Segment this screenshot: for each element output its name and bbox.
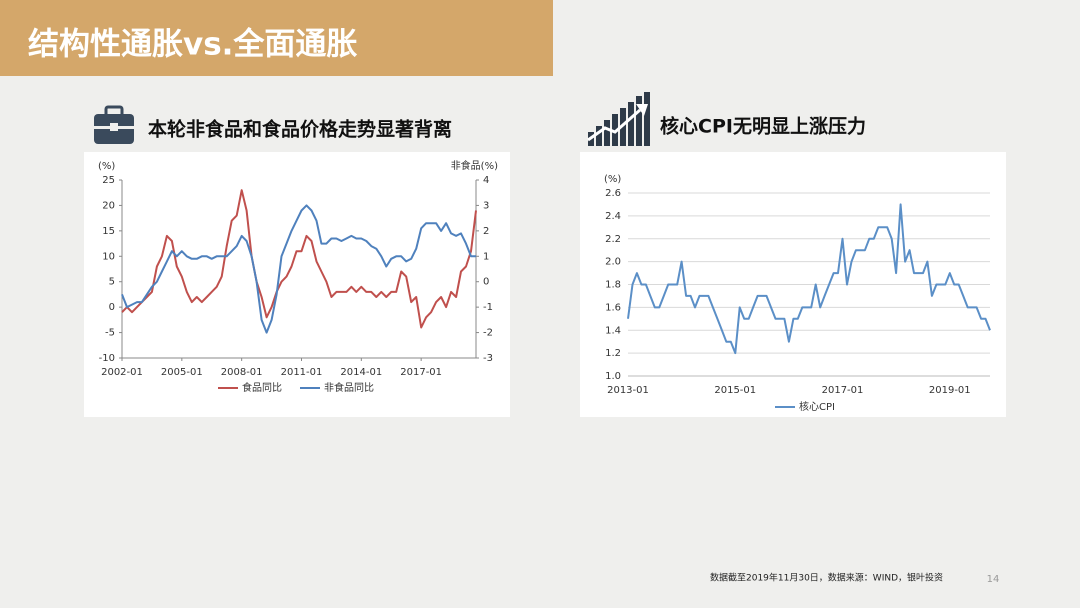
x-tick-label: 2013-01 <box>607 385 649 396</box>
y-tick-label: 1.2 <box>605 348 621 359</box>
x-tick-label: 2005-01 <box>161 367 203 378</box>
legend-label: 食品同比 <box>242 381 282 394</box>
y2-tick-label: 0 <box>483 277 489 288</box>
chart-title: 核心CPI无明显上涨压力 <box>660 115 866 138</box>
x-tick-label: 2019-01 <box>929 385 971 396</box>
x-tick-label: 2008-01 <box>221 367 263 378</box>
series-line <box>121 189 477 329</box>
y-tick-label: 2.4 <box>605 211 621 222</box>
x-tick-label: 2014-01 <box>340 367 382 378</box>
y-tick-label: -5 <box>105 328 115 339</box>
chart-title: 本轮非食品和食品价格走势显著背离 <box>148 118 452 141</box>
y-tick-label: 20 <box>102 200 115 211</box>
y2-tick-label: -2 <box>483 328 493 339</box>
y2-tick-label: -3 <box>483 353 493 364</box>
y-tick-label: 15 <box>102 226 115 237</box>
y-tick-label: 2.0 <box>605 257 621 268</box>
y-tick-label: 2.6 <box>605 188 621 199</box>
series-line <box>627 203 991 355</box>
y-axis-label: (%) <box>98 161 115 172</box>
y2-tick-label: 4 <box>483 175 489 186</box>
y-tick-label: 1.6 <box>605 302 621 313</box>
y-tick-label: 5 <box>109 277 115 288</box>
header-bar <box>0 0 553 76</box>
y-axis-label: (%) <box>604 174 621 185</box>
x-tick-label: 2015-01 <box>714 385 756 396</box>
y-tick-label: 0 <box>109 302 115 313</box>
y-tick-label: -10 <box>99 353 115 364</box>
x-tick-label: 2017-01 <box>400 367 442 378</box>
y2-tick-label: 3 <box>483 200 489 211</box>
legend-label: 核心CPI <box>799 400 835 413</box>
y-tick-label: 25 <box>102 175 115 186</box>
y2-tick-label: 2 <box>483 226 489 237</box>
y-tick-label: 10 <box>102 251 115 262</box>
y2-tick-label: 1 <box>483 251 489 262</box>
growth-icon <box>587 92 650 146</box>
y-tick-label: 2.2 <box>605 234 621 245</box>
legend-label: 非食品同比 <box>324 381 374 394</box>
y-tick-label: 1.0 <box>605 371 621 382</box>
page-number: 14 <box>987 574 1000 585</box>
x-tick-label: 2017-01 <box>822 385 864 396</box>
footnote: 数据截至2019年11月30日，数据来源：WIND，银叶投资 <box>710 572 943 584</box>
y-tick-label: 1.4 <box>605 325 621 336</box>
series-line <box>121 204 476 334</box>
x-tick-label: 2011-01 <box>281 367 323 378</box>
y2-tick-label: -1 <box>483 302 493 313</box>
slide-title: 结构性通胀vs.全面通胀 <box>28 27 357 63</box>
y-tick-label: 1.8 <box>605 280 621 291</box>
y2-axis-label: 非食品(%) <box>451 159 498 172</box>
x-tick-label: 2002-01 <box>101 367 143 378</box>
briefcase-icon <box>94 105 134 144</box>
